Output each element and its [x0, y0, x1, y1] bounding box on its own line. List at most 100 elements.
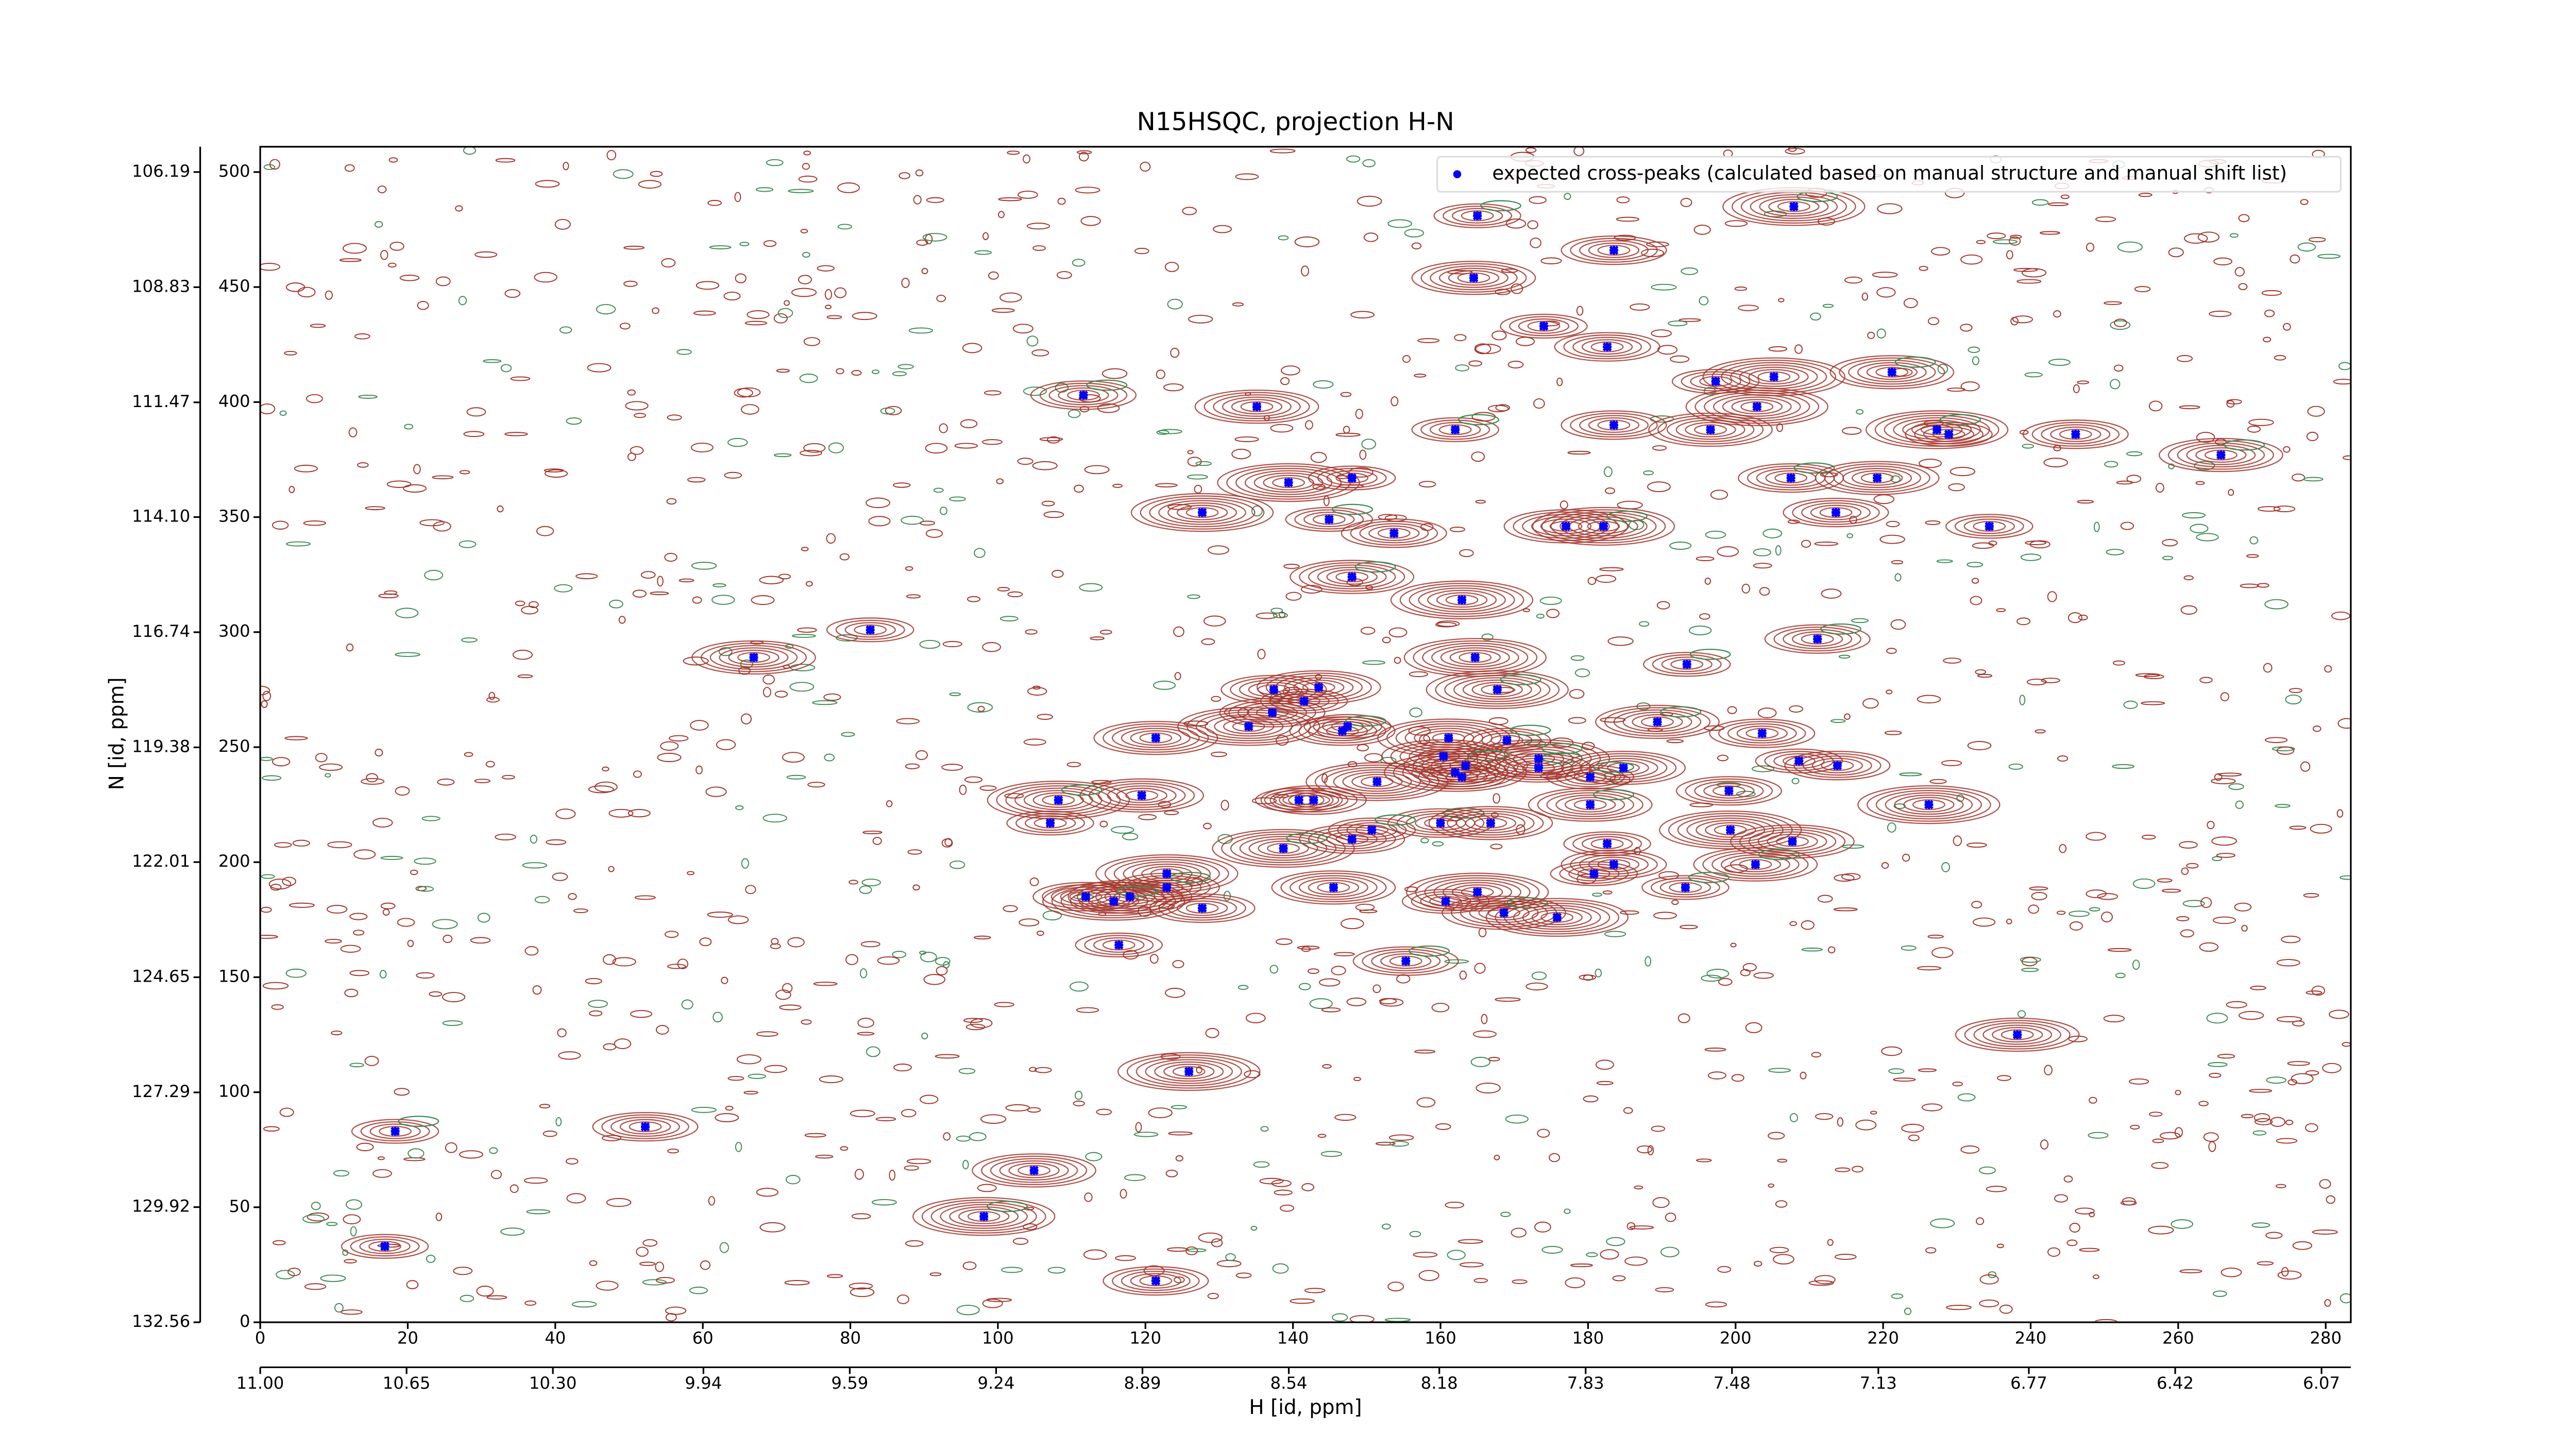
noise-contour [774, 690, 788, 698]
peak-contour [1433, 203, 1521, 228]
noise-contour [813, 982, 838, 986]
noise-contour [826, 315, 842, 319]
noise-contour [2044, 1065, 2053, 1076]
cross-peak [979, 1211, 989, 1221]
noise-contour [628, 809, 651, 818]
noise-contour [1270, 424, 1294, 433]
noise-contour [1115, 1255, 1137, 1261]
peak-contour [700, 643, 807, 672]
noise-contour [455, 205, 463, 212]
noise-contour [1235, 173, 1259, 180]
noise-contour [849, 1283, 873, 1290]
noise-contour [1976, 240, 1986, 244]
noise-contour [1800, 1071, 1807, 1080]
noise-contour [432, 475, 454, 480]
noise-contour [1272, 1263, 1289, 1274]
cross-peak [1197, 508, 1207, 517]
peak-contour [1727, 723, 1797, 744]
noise-contour [1052, 569, 1064, 578]
peak-contour [1185, 507, 1219, 518]
noise-contour [807, 782, 825, 788]
noise-contour [282, 877, 296, 886]
peak-contour [1660, 706, 1702, 718]
noise-contour [2319, 1179, 2331, 1189]
peak-contour [1116, 885, 1158, 897]
noise-contour [2285, 1119, 2294, 1125]
cross-peak [1252, 402, 1262, 412]
noise-contour [380, 855, 403, 860]
noise-contour [2228, 488, 2234, 496]
cross-peak [2071, 429, 2080, 439]
noise-contour [1495, 404, 1511, 412]
noise-contour [1539, 596, 1562, 605]
noise-contour [2086, 889, 2107, 898]
cross-peak [1367, 825, 1377, 835]
noise-contour [2047, 591, 2057, 602]
noise-contour [1888, 1068, 1905, 1074]
noise-contour [2019, 695, 2026, 705]
noise-contour [1025, 629, 1038, 635]
noise-contour [433, 521, 451, 532]
noise-contour [2168, 463, 2175, 469]
cross-peak [1788, 837, 1797, 846]
noise-contour [1205, 1027, 1219, 1038]
noise-contour [1335, 432, 1361, 437]
noise-contour [1124, 1174, 1146, 1182]
noise-contour [1785, 148, 1805, 155]
noise-contour [2182, 512, 2206, 519]
noise-contour [1391, 396, 1399, 407]
peak-contour [1581, 339, 1633, 355]
cross-peak [1706, 425, 1715, 434]
noise-contour [2021, 957, 2038, 967]
x-tick-label: 220 [1867, 1328, 1899, 1347]
noise-contour [1741, 583, 1750, 594]
cross-peak [1029, 1166, 1039, 1175]
cross-peak [1789, 201, 1799, 211]
noise-contour [1890, 475, 1901, 483]
noise-contour [2077, 499, 2094, 504]
noise-contour [1120, 1189, 1127, 1199]
peak-contour [1587, 520, 1620, 532]
noise-contour [1822, 304, 1834, 308]
peak-contour [359, 1238, 411, 1254]
noise-contour [2276, 746, 2295, 755]
noise-contour [1238, 985, 1249, 990]
noise-contour [2221, 1267, 2242, 1277]
noise-contour [2194, 461, 2215, 470]
noise-contour [655, 1025, 669, 1035]
chart-title: N15HSQC, projection H-N [1137, 107, 1454, 136]
peak-contour [1272, 477, 1305, 488]
noise-contour [609, 599, 623, 609]
peak-contour [1546, 764, 1634, 790]
peak-contour [1903, 797, 1955, 813]
peak-contour [1093, 937, 1145, 953]
peak-contour [1758, 849, 1800, 861]
noise-contour [1362, 660, 1386, 665]
noise-contour [2040, 231, 2060, 235]
noise-contour [404, 424, 414, 430]
cross-peak [1944, 429, 1954, 439]
noise-contour [1458, 1239, 1483, 1244]
peak-contour [1430, 265, 1518, 291]
noise-contour [1490, 844, 1503, 850]
peak-contour [1317, 882, 1350, 893]
noise-contour [1893, 803, 1906, 809]
noise-contour [1630, 303, 1650, 311]
peak-contour [1661, 656, 1713, 672]
noise-contour [568, 893, 577, 900]
cross-peak [1887, 367, 1897, 377]
noise-contour [2135, 673, 2161, 678]
peak-contour [1641, 875, 1730, 900]
noise-contour [1384, 1318, 1411, 1322]
noise-contour [782, 752, 805, 763]
noise-contour [2291, 1073, 2314, 1084]
noise-contour [1158, 429, 1182, 434]
noise-contour [1768, 1183, 1775, 1188]
noise-contour [372, 1169, 392, 1178]
noise-contour [1080, 216, 1101, 226]
noise-contour [683, 656, 709, 666]
noise-contour [877, 956, 900, 965]
noise-contour [1901, 945, 1917, 951]
noise-contour [488, 692, 496, 700]
noise-contour [2239, 1010, 2264, 1020]
